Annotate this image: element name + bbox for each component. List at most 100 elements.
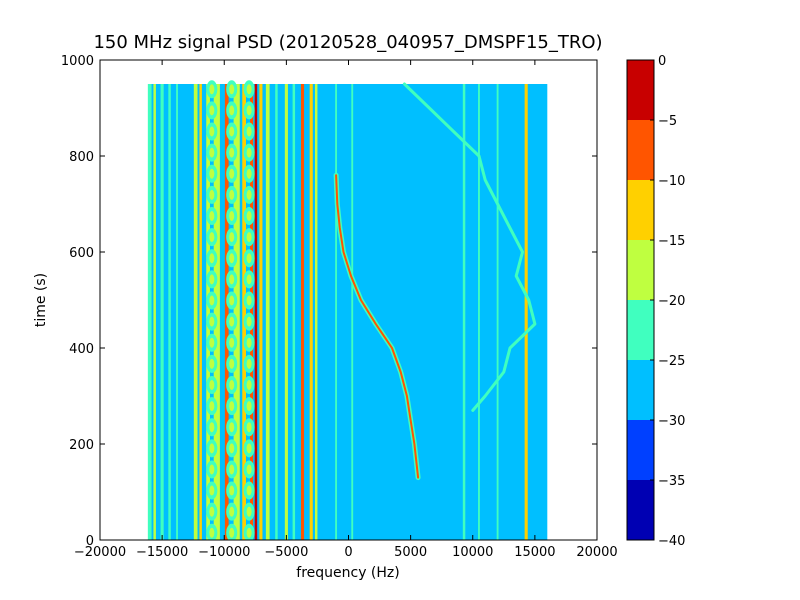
pulse-blob-core	[209, 422, 215, 433]
doppler-curve	[335, 174, 420, 479]
y-axis: 0 200 400 600 800 1000	[61, 54, 597, 549]
spectral-line	[242, 84, 246, 540]
pulse-blob-core	[229, 84, 235, 95]
pulse-blob-core	[246, 337, 252, 348]
pulse-blob-core	[246, 358, 252, 369]
spectral-line	[224, 84, 229, 540]
pulse-blob-core	[209, 337, 215, 348]
spectral-line	[147, 84, 152, 540]
colorbar-tick-label: 0	[658, 54, 666, 69]
pulse-blob-core	[229, 401, 235, 412]
y-tick-label: 800	[69, 150, 94, 165]
y-tick-label: 0	[86, 534, 94, 549]
colorbar-segment	[627, 360, 654, 420]
pulse-blob-core	[229, 464, 235, 475]
pulse-blob-core	[246, 147, 252, 158]
spectral-line	[259, 84, 263, 540]
y-tick-label: 200	[69, 438, 94, 453]
x-tick-label: 15000	[514, 545, 555, 560]
pulse-blob-core	[209, 274, 215, 285]
pulse-blob-core	[209, 316, 215, 327]
y-axis-label: time (s)	[33, 273, 49, 327]
x-tick-label: 10000	[452, 545, 493, 560]
x-axis-label: frequency (Hz)	[296, 565, 399, 581]
pulse-blob-core	[246, 485, 252, 496]
pulse-blob-core	[229, 168, 235, 179]
colorbar-segment	[627, 240, 654, 300]
spectral-line	[292, 84, 296, 540]
pulse-blob-core	[229, 379, 235, 390]
x-tick-label: 20000	[576, 545, 617, 560]
x-tick-label: −20000	[74, 545, 126, 560]
pulse-blob-core	[209, 527, 215, 538]
spectral-line	[254, 84, 258, 540]
spectral-line	[233, 84, 240, 540]
colorbar-segment	[627, 180, 654, 240]
colorbar-tick-label: −10	[658, 174, 685, 189]
colorbar-tick-label: −35	[658, 474, 685, 489]
pulse-blob-core	[209, 253, 215, 264]
colorbar-tick-label: −25	[658, 354, 685, 369]
spectral-line	[496, 84, 499, 540]
pulse-blob-core	[246, 464, 252, 475]
pulse-blob-core	[209, 126, 215, 137]
pulse-blob-core	[229, 422, 235, 433]
colorbar-tick-label: −15	[658, 234, 685, 249]
spectral-line	[250, 84, 254, 540]
pulse-blob-core	[229, 485, 235, 496]
pulse-blob-core	[246, 316, 252, 327]
spectral-line	[309, 84, 313, 540]
plot-area: −20000 −15000 −10000 −5000 0 5000 10000 15000 20…	[61, 54, 618, 560]
colorbar-segment	[627, 300, 654, 360]
pulse-blob-core	[246, 168, 252, 179]
pulse-blob-core	[209, 295, 215, 306]
pulse-blob-core	[246, 211, 252, 221]
pulse-blob-core	[229, 295, 235, 306]
spectral-line	[168, 84, 171, 540]
pulse-blob-core	[246, 274, 252, 285]
spectral-line	[213, 84, 220, 540]
x-tick-label: −15000	[136, 545, 188, 560]
x-axis: −20000 −15000 −10000 −5000 0 5000 10000 15000 20…	[74, 60, 618, 560]
pulse-blob-core	[229, 253, 235, 264]
pulse-blob-core	[246, 189, 252, 200]
spectral-line	[478, 84, 480, 540]
pulse-blob-core	[209, 485, 215, 496]
pulse-blob-core	[229, 506, 235, 517]
pulse-blob-core	[209, 232, 215, 243]
pulse-blob-core	[246, 401, 252, 412]
pulse-blob-core	[209, 464, 215, 475]
pulse-blob-core	[229, 337, 235, 348]
pulse-blob-core	[209, 211, 215, 221]
pulse-blob-core	[209, 379, 215, 390]
spectral-line	[160, 84, 164, 540]
pulse-blob-core	[209, 401, 215, 412]
spectral-line	[351, 84, 354, 540]
drift-curve	[402, 82, 537, 412]
pulse-blob-core	[209, 189, 215, 200]
x-tick-label: −10000	[198, 545, 250, 560]
spectral-line	[199, 84, 202, 540]
colorbar-tick-label: −5	[658, 114, 677, 129]
colorbar-tick-label: −40	[658, 534, 685, 549]
pulse-blob-core	[246, 84, 252, 95]
pulse-blob-core	[229, 274, 235, 285]
spectral-line	[275, 84, 278, 540]
y-tick-label: 600	[69, 246, 94, 261]
pulse-blob-core	[229, 211, 235, 221]
pulse-blob-core	[246, 379, 252, 390]
pulse-blob-core	[246, 105, 252, 116]
spectral-line	[176, 84, 178, 540]
pulse-blob-core	[229, 527, 235, 538]
pulse-blob-core	[209, 105, 215, 116]
pulse-blob-core	[229, 358, 235, 369]
pulse-blob-core	[246, 443, 252, 454]
pulse-blob-core	[246, 422, 252, 433]
y-tick-label: 1000	[61, 54, 94, 69]
chart-title: 150 MHz signal PSD (20120528_040957_DMSP…	[93, 32, 602, 53]
pulse-blob-core	[229, 189, 235, 200]
spectral-line	[314, 84, 318, 540]
spectral-line	[284, 84, 288, 540]
heatmap-layer	[147, 80, 548, 540]
